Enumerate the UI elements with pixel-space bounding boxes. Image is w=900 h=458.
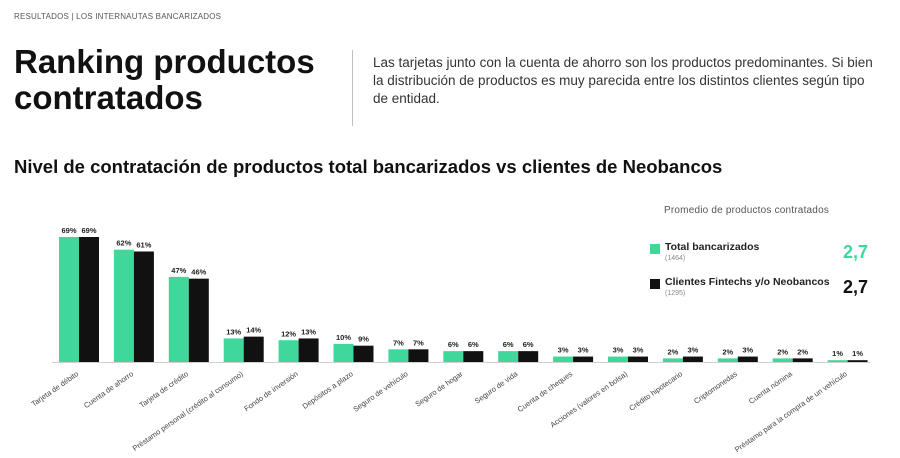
data-label: 46% bbox=[191, 268, 206, 277]
data-label: 2% bbox=[667, 347, 678, 356]
bar-neobancos-7 bbox=[463, 351, 484, 362]
bar-total-12 bbox=[717, 358, 738, 362]
data-label: 3% bbox=[578, 346, 589, 355]
bar-neobancos-14 bbox=[847, 360, 868, 362]
bar-neobancos-5 bbox=[353, 345, 374, 362]
category-label: Crédito hipotecario bbox=[627, 369, 684, 412]
legend-sample-size: (1295) bbox=[665, 290, 686, 297]
legend-average-value: 2,7 bbox=[843, 242, 869, 262]
category-label: Fondo de inversión bbox=[242, 369, 299, 413]
data-label: 69% bbox=[81, 226, 96, 235]
data-label: 6% bbox=[448, 340, 459, 349]
legend-sample-size: (1464) bbox=[665, 255, 686, 262]
legend-swatch-black bbox=[650, 279, 660, 289]
data-label: 1% bbox=[832, 349, 843, 358]
bar-neobancos-1 bbox=[133, 251, 154, 362]
category-label: Préstamo personal (crédito al consumo) bbox=[131, 369, 246, 453]
data-label: 7% bbox=[393, 338, 404, 347]
bar-neobancos-10 bbox=[628, 356, 648, 362]
bar-neobancos-6 bbox=[408, 349, 429, 362]
bar-neobancos-4 bbox=[298, 338, 319, 362]
bar-total-14 bbox=[827, 360, 848, 362]
data-label: 3% bbox=[633, 346, 644, 355]
bar-total-9 bbox=[553, 356, 574, 362]
data-label: 3% bbox=[742, 346, 753, 355]
bar-total-11 bbox=[662, 358, 683, 362]
intro-text: Las tarjetas junto con la cuenta de ahor… bbox=[373, 55, 873, 106]
data-label: 1% bbox=[852, 349, 863, 358]
bar-total-2 bbox=[168, 276, 189, 362]
bar-total-7 bbox=[443, 351, 464, 362]
bar-neobancos-12 bbox=[737, 356, 758, 362]
category-label: Criptomonedas bbox=[692, 369, 739, 406]
data-label: 47% bbox=[171, 266, 186, 275]
bar-neobancos-3 bbox=[243, 336, 264, 362]
page-title: Ranking productos contratados bbox=[14, 43, 315, 116]
category-label: Tarjeta de débito bbox=[30, 369, 81, 408]
data-label: 2% bbox=[722, 347, 733, 356]
data-label: 2% bbox=[797, 347, 808, 356]
bar-total-13 bbox=[772, 358, 793, 362]
bar-total-8 bbox=[498, 351, 519, 362]
bar-total-3 bbox=[223, 338, 244, 362]
bar-total-0 bbox=[59, 237, 79, 362]
bar-total-6 bbox=[388, 349, 409, 362]
category-label: Depósitos a plazo bbox=[301, 369, 355, 411]
bar-total-5 bbox=[333, 343, 354, 362]
bar-total-4 bbox=[278, 340, 299, 362]
legend-label: Clientes Fintechs y/o Neobancos bbox=[665, 276, 830, 288]
data-label: 12% bbox=[281, 329, 296, 338]
category-label: Seguro de vida bbox=[473, 369, 520, 406]
category-label: Cuenta nómina bbox=[747, 369, 795, 406]
data-label: 13% bbox=[226, 327, 241, 336]
data-label: 3% bbox=[558, 346, 569, 355]
bar-neobancos-0 bbox=[79, 237, 99, 362]
data-label: 6% bbox=[468, 340, 479, 349]
data-label: 10% bbox=[336, 333, 351, 342]
bar-total-10 bbox=[608, 356, 628, 362]
legend-average-value: 2,7 bbox=[843, 277, 869, 297]
legend-label: Total bancarizados bbox=[665, 241, 760, 253]
category-label: Seguro de hogar bbox=[414, 369, 465, 409]
category-label: Préstamo para la compra de un vehículo bbox=[733, 369, 849, 454]
bar-neobancos-2 bbox=[188, 278, 209, 362]
bar-total-1 bbox=[113, 249, 134, 362]
data-label: 14% bbox=[246, 326, 261, 335]
bar-neobancos-11 bbox=[682, 356, 703, 362]
category-label: Seguro de vehículo bbox=[351, 369, 409, 413]
data-label: 2% bbox=[777, 347, 788, 356]
breadcrumb: RESULTADOS | LOS INTERNAUTAS BANCARIZADO… bbox=[14, 12, 222, 21]
data-label: 3% bbox=[687, 346, 698, 355]
data-label: 9% bbox=[358, 335, 369, 344]
chart-title: Nivel de contratación de productos total… bbox=[14, 156, 723, 177]
data-label: 3% bbox=[613, 346, 624, 355]
data-label: 6% bbox=[503, 340, 514, 349]
data-label: 69% bbox=[61, 226, 76, 235]
bar-neobancos-9 bbox=[573, 356, 594, 362]
title-divider bbox=[352, 50, 353, 126]
bar-neobancos-13 bbox=[792, 358, 813, 362]
data-label: 13% bbox=[301, 327, 316, 336]
data-label: 7% bbox=[413, 338, 424, 347]
data-label: 62% bbox=[116, 239, 131, 248]
category-label: Cuenta de ahorro bbox=[82, 369, 135, 410]
category-label: Tarjeta de crédito bbox=[138, 369, 190, 409]
data-label: 61% bbox=[136, 240, 151, 249]
legend-title: Promedio de productos contratados bbox=[664, 205, 830, 216]
data-label: 6% bbox=[523, 340, 534, 349]
bar-neobancos-8 bbox=[518, 351, 539, 362]
category-label: Cuenta de cheques bbox=[516, 369, 575, 414]
legend-swatch-green bbox=[650, 244, 660, 254]
